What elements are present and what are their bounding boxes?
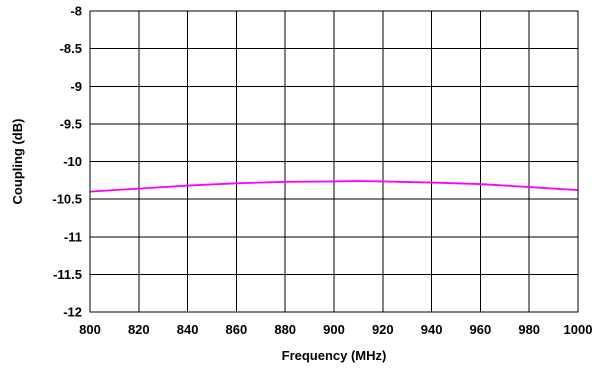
x-tick-label: 920 (372, 322, 394, 337)
y-tick-label: -10.5 (52, 192, 82, 207)
x-tick-label: 860 (226, 322, 248, 337)
x-tick-label: 820 (128, 322, 150, 337)
x-tick-label: 840 (177, 322, 199, 337)
x-tick-label: 800 (79, 322, 101, 337)
x-tick-label: 880 (274, 322, 296, 337)
y-tick-label: -8.5 (60, 41, 82, 56)
x-axis-ticks: 800 820 840 860 880 900 920 940 960 980 1000 (79, 322, 592, 337)
y-axis-ticks: -8 -8.5 -9 -9.5 -10 -10.5 -11 -11.5 -12 (52, 4, 82, 320)
y-axis-title: Coupling (dB) (10, 119, 25, 205)
series-layer (89, 180, 579, 193)
y-tick-label: -8 (70, 4, 82, 19)
y-tick-label: -9 (70, 79, 82, 94)
y-tick-label: -9.5 (60, 116, 82, 131)
x-tick-label: 1000 (564, 322, 593, 337)
x-tick-label: 960 (470, 322, 492, 337)
y-tick-label: -11 (64, 229, 82, 244)
x-tick-label: 980 (518, 322, 540, 337)
y-tick-label: -11.5 (53, 267, 82, 282)
y-tick-label: -10 (63, 154, 82, 169)
coupling-series-line (89, 180, 579, 193)
grid (89, 10, 579, 313)
x-tick-label: 940 (421, 322, 443, 337)
x-axis-title: Frequency (MHz) (282, 348, 387, 363)
y-tick-label: -12 (63, 305, 82, 320)
x-tick-label: 900 (323, 322, 345, 337)
plot-area (89, 10, 579, 313)
